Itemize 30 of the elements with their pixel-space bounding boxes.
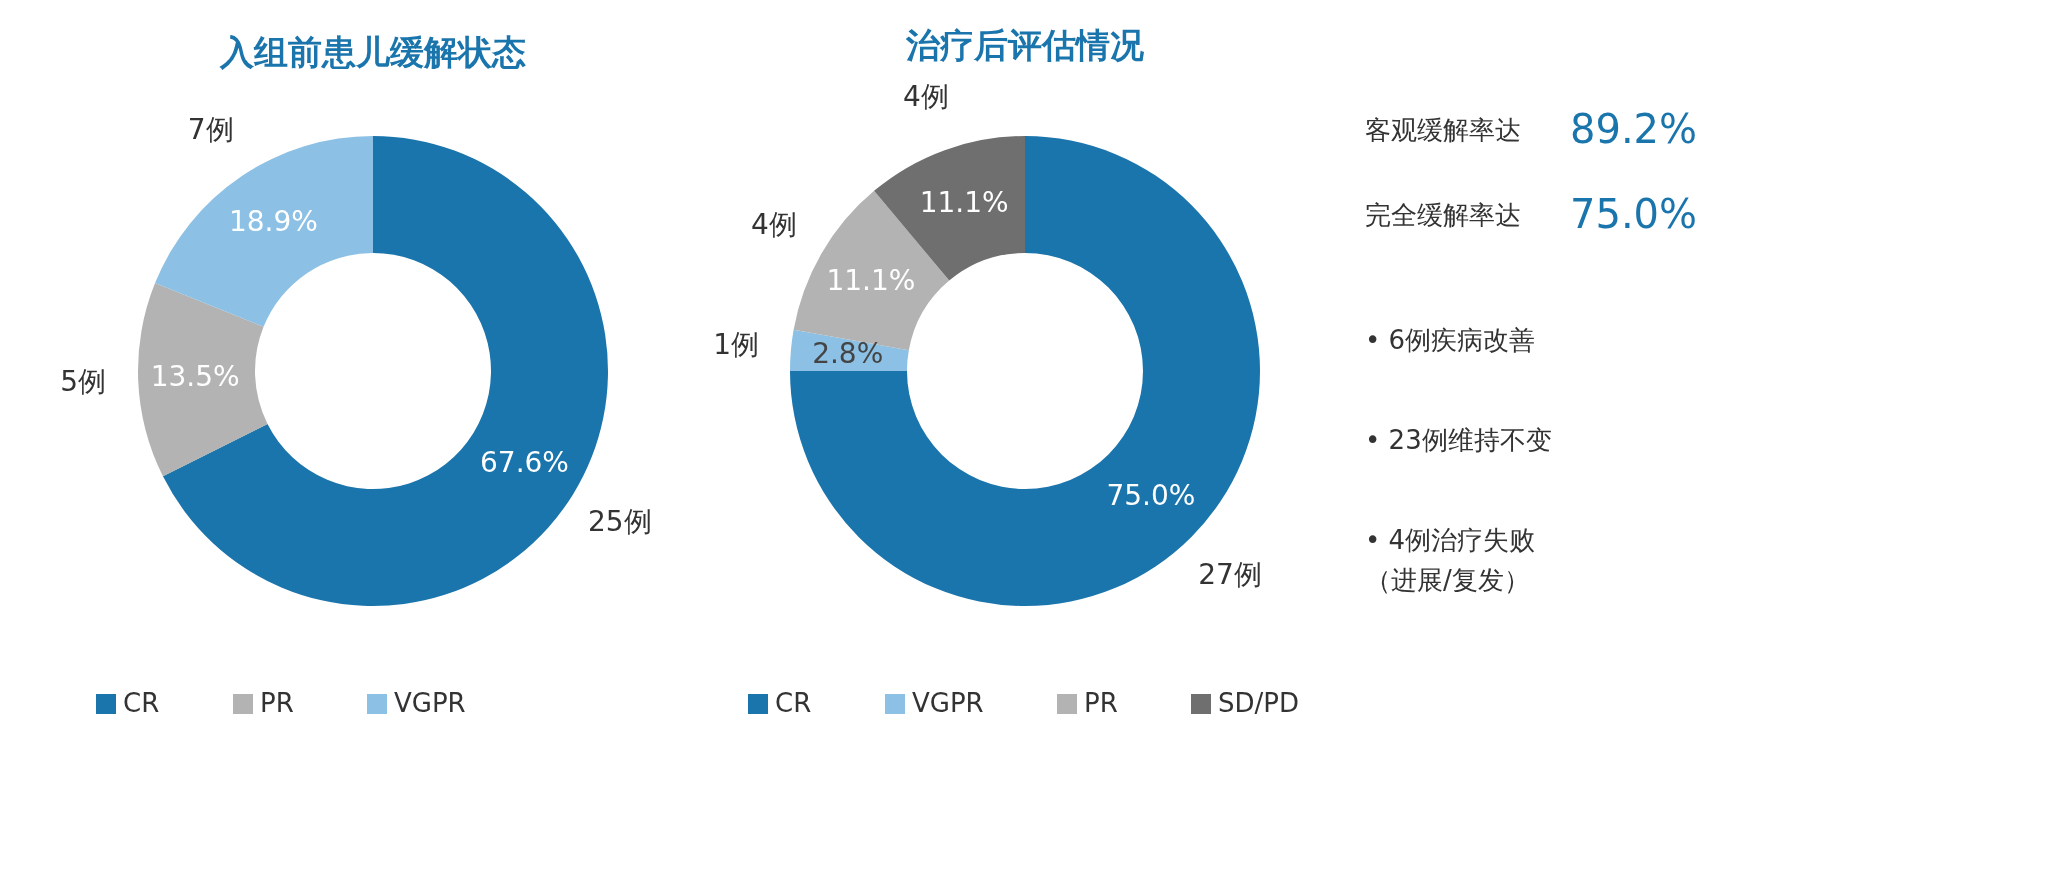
text: 27例: [1198, 558, 1262, 592]
text: • 4例治疗失败: [1365, 525, 1536, 555]
text: 4例: [903, 80, 949, 114]
chart-title: 治疗后评估情况: [905, 25, 1145, 66]
text: • 23例维持不变: [1365, 425, 1552, 455]
text: 7例: [187, 112, 234, 146]
data-label: 11.1%: [919, 185, 1009, 219]
legend-label: PR: [1084, 688, 1118, 718]
text: 25例: [587, 505, 652, 539]
legend-label: CR: [775, 688, 812, 718]
text: （进展/复发）: [1365, 565, 1530, 595]
data-label: 75.0%: [1106, 478, 1196, 512]
legend-label: CR: [123, 688, 160, 718]
text: 完全缓解率达 75.0%: [1365, 191, 1698, 237]
data-label: 2.8%: [812, 337, 884, 371]
text: 客观缓解率达 89.2%: [1365, 106, 1698, 152]
legend-label: PR: [260, 688, 294, 718]
text: 5例: [60, 364, 107, 398]
donut-slice: [138, 283, 268, 477]
legend-label: VGPR: [394, 688, 466, 718]
text: 1例: [713, 327, 760, 361]
data-label: 11.1%: [826, 263, 916, 297]
data-label: 18.9%: [228, 205, 318, 239]
legend-label: SD/PD: [1218, 688, 1299, 718]
text: • 6例疾病改善: [1365, 325, 1536, 355]
data-label: 13.5%: [150, 360, 240, 394]
text: 4例: [751, 207, 797, 241]
legend-label: VGPR: [912, 688, 984, 718]
data-label: 67.6%: [480, 446, 569, 480]
chart-title: 入组前患儿缓解状态: [219, 32, 526, 72]
